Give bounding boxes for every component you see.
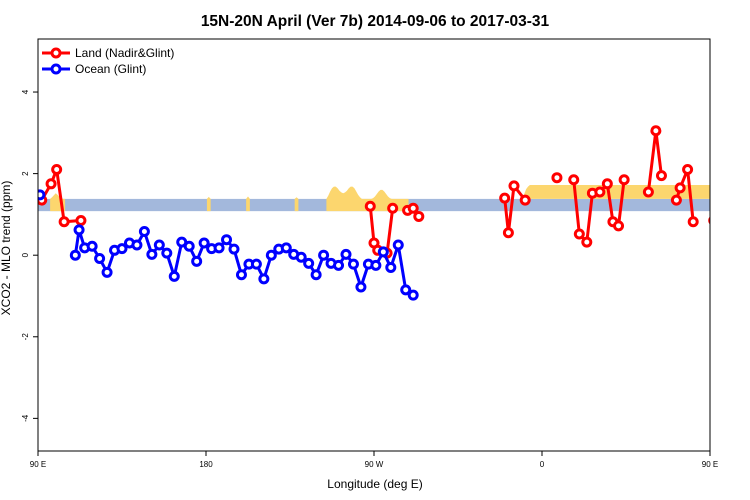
ocean-point-1-9 [131, 239, 143, 251]
ocean-point-1-39 [355, 281, 367, 293]
land-point-7-3 [687, 216, 699, 228]
y-axis-label: XCO2 - MLO trend (ppm) [0, 181, 13, 316]
ocean-point-1-5 [101, 266, 113, 278]
land-point-5-5 [601, 178, 613, 190]
land-series-line-6 [646, 129, 663, 193]
ocean-point-1-1 [73, 224, 85, 236]
y-tick-label-4: 4 [21, 89, 30, 94]
ocean-point-1-16 [183, 240, 195, 252]
ocean-point-1-37 [340, 248, 352, 260]
ocean-point-1-21 [221, 234, 233, 246]
plot-area [38, 125, 723, 301]
land-series-line-0 [40, 168, 82, 224]
x-tick-label-3: 0 [540, 460, 545, 469]
land-fraction-band-2 [246, 196, 250, 212]
ocean-point-1-46 [407, 289, 419, 301]
land-series-line-3 [503, 184, 527, 235]
y-tick-label-2: 0 [21, 252, 30, 257]
land-fraction-band-4 [326, 186, 409, 212]
land-point-7-1 [674, 182, 686, 194]
ocean-point-1-38 [347, 258, 359, 270]
x-tick-label-1: 180 [199, 460, 213, 469]
land-fraction-band-3 [294, 197, 299, 212]
land-series-line-7 [674, 168, 695, 222]
ocean-point-1-25 [250, 258, 262, 270]
ocean-point-1-44 [392, 239, 404, 251]
land-point-0-4 [75, 215, 87, 227]
land-point-5-8 [618, 174, 630, 186]
x-tick-label-4: 90 E [702, 460, 718, 469]
land-point-5-7 [613, 220, 625, 232]
ocean-point-1-13 [161, 247, 173, 259]
ocean-point-1-43 [385, 261, 397, 273]
land-point-6-1 [650, 125, 662, 137]
legend: Land (Nadir&Glint) Ocean (Glint) [42, 46, 174, 76]
land-point-7-2 [682, 164, 694, 176]
land-point-6-0 [642, 186, 654, 198]
y-tick-label-1: -2 [21, 333, 30, 341]
ocean-point-0-0 [38, 189, 46, 201]
chart-title: 15N-20N April (Ver 7b) 2014-09-06 to 201… [201, 13, 550, 30]
land-point-5-2 [581, 236, 593, 248]
land-point-2-1 [407, 202, 419, 214]
ocean-point-1-41 [370, 259, 382, 271]
legend-ocean-marker [50, 63, 62, 75]
x-tick-label-2: 90 W [365, 460, 384, 469]
land-fraction-band-5 [522, 185, 710, 199]
x-axis: 90 E 180 90 W 0 90 E [30, 451, 718, 469]
ocean-point-1-42 [377, 246, 389, 258]
land-point-3-2 [508, 180, 520, 192]
land-fraction-band-1 [206, 196, 211, 212]
ocean-point-1-17 [191, 255, 203, 267]
land-point-8-1 [715, 217, 723, 225]
ocean-point-1-23 [235, 269, 247, 281]
land-point-0-1 [45, 178, 57, 190]
land-point-3-1 [502, 227, 514, 239]
ocean-point-1-36 [333, 259, 345, 271]
ocean-point-1-45 [400, 284, 412, 296]
land-point-4-0 [551, 172, 563, 184]
land-point-8-0 [708, 216, 710, 225]
ocean-point-1-31 [295, 251, 307, 263]
ocean-point-1-22 [228, 243, 240, 255]
ocean-point-1-32 [303, 257, 315, 269]
ocean-point-1-29 [280, 242, 292, 254]
legend-ocean-label: Ocean (Glint) [75, 62, 146, 76]
ocean-point-1-26 [258, 273, 270, 285]
land-point-5-4 [594, 186, 606, 198]
plot-clip-group [38, 125, 723, 301]
x-axis-label: Longitude (deg E) [327, 477, 422, 491]
legend-land-marker [50, 47, 62, 59]
land-point-5-0 [568, 174, 580, 186]
ocean-point-1-0 [69, 249, 81, 261]
ocean-point-1-4 [94, 252, 106, 264]
ocean-point-1-18 [198, 237, 210, 249]
ocean-point-1-10 [138, 226, 150, 238]
land-point-3-0 [499, 192, 511, 204]
ocean-point-1-27 [265, 249, 277, 261]
x-tick-label-0: 90 E [30, 460, 46, 469]
land-point-3-3 [519, 194, 531, 206]
land-point-2-2 [413, 210, 425, 222]
ocean-point-1-12 [153, 239, 165, 251]
ocean-point-1-20 [213, 242, 225, 254]
ocean-point-1-11 [146, 248, 158, 260]
land-point-0-3 [58, 216, 70, 228]
land-point-5-1 [573, 228, 585, 240]
land-point-1-0 [364, 200, 376, 212]
y-tick-label-0: -4 [21, 414, 30, 422]
ocean-point-1-34 [318, 249, 330, 261]
legend-land-label: Land (Nadir&Glint) [75, 46, 174, 60]
land-point-7-0 [670, 194, 682, 206]
ocean-point-1-3 [86, 240, 98, 252]
land-point-0-2 [51, 164, 63, 176]
land-point-1-4 [387, 202, 399, 214]
ocean-point-1-14 [168, 270, 180, 282]
y-tick-label-3: 2 [21, 171, 30, 176]
land-point-6-2 [655, 170, 667, 182]
y-axis: -4 -2 0 2 4 [21, 89, 38, 422]
ocean-point-1-33 [310, 269, 322, 281]
ocean-point-1-7 [116, 243, 128, 255]
